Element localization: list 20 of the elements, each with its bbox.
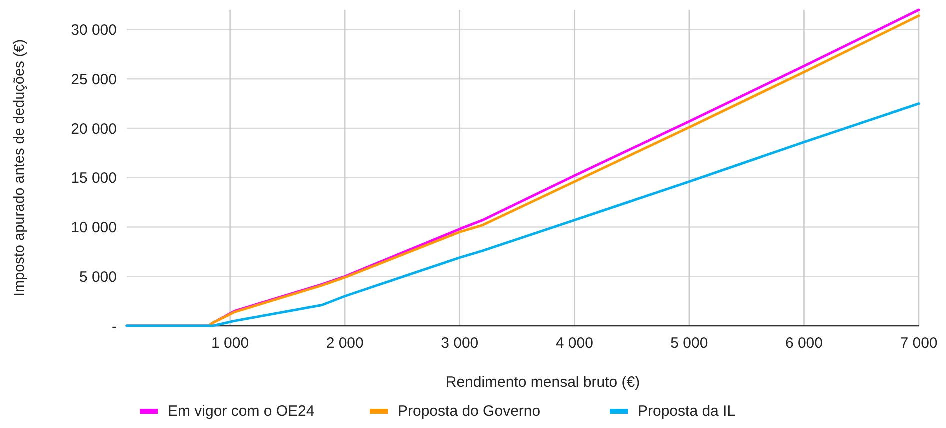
y-tick-label: 15 000	[71, 170, 117, 188]
legend-label: Proposta do Governo	[398, 403, 541, 420]
line-series	[126, 102, 920, 328]
x-tick-label: 7 000	[900, 335, 938, 352]
legend-label: Em vigor com o OE24	[168, 403, 315, 420]
x-tick-label: 6 000	[785, 335, 823, 352]
y-axis-title: Imposto apurado antes de deduções (€)	[12, 39, 28, 297]
x-tick-label: 5 000	[670, 335, 708, 352]
y-tick-label: 30 000	[71, 22, 117, 39]
y-tick-label: 10 000	[71, 220, 117, 236]
y-tick-label: 5 000	[79, 268, 117, 286]
y-tick-label: -	[112, 318, 117, 336]
x-tick-label: 2 000	[326, 335, 364, 352]
x-tick-label: 4 000	[556, 335, 594, 352]
x-tick-label: 3 000	[441, 335, 479, 352]
legend-label: Proposta da IL	[638, 403, 736, 420]
x-tick-label: 1 000	[212, 335, 250, 352]
y-tick-label: 20 000	[71, 120, 117, 138]
x-axis-title: Rendimento mensal bruto (€)	[446, 374, 640, 391]
y-tick-label: 25 000	[71, 71, 117, 88]
